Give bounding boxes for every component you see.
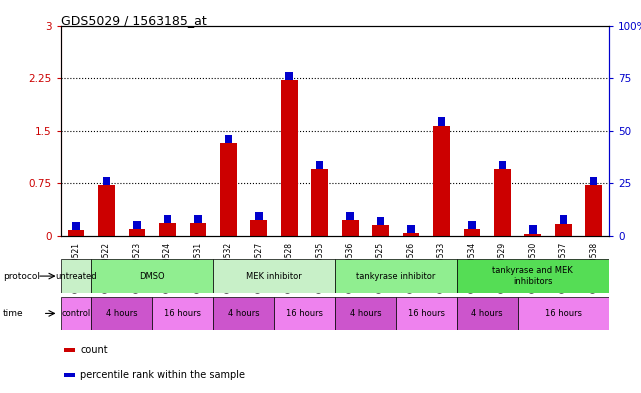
Bar xyxy=(529,225,537,234)
Text: control: control xyxy=(62,309,91,318)
Bar xyxy=(274,297,335,330)
Bar xyxy=(98,185,115,236)
Bar xyxy=(499,161,506,169)
Text: untreated: untreated xyxy=(55,272,97,281)
Bar xyxy=(68,230,85,236)
Bar xyxy=(377,217,385,225)
Bar xyxy=(555,224,572,236)
Bar xyxy=(346,212,354,220)
Bar xyxy=(213,259,335,293)
Text: protocol: protocol xyxy=(3,272,40,281)
Text: percentile rank within the sample: percentile rank within the sample xyxy=(80,370,246,380)
Bar xyxy=(103,177,110,185)
Bar xyxy=(395,297,456,330)
Bar xyxy=(255,212,263,220)
Text: 16 hours: 16 hours xyxy=(286,309,323,318)
Text: 4 hours: 4 hours xyxy=(471,309,503,318)
Text: 16 hours: 16 hours xyxy=(164,309,201,318)
Text: MEK inhibitor: MEK inhibitor xyxy=(246,272,302,281)
Bar xyxy=(133,221,141,230)
Bar xyxy=(407,224,415,233)
Bar xyxy=(456,297,518,330)
Bar xyxy=(63,348,74,352)
Text: GDS5029 / 1563185_at: GDS5029 / 1563185_at xyxy=(61,14,206,27)
Bar xyxy=(220,143,237,236)
Bar xyxy=(438,118,445,126)
Bar xyxy=(518,297,609,330)
Text: 4 hours: 4 hours xyxy=(228,309,260,318)
Bar xyxy=(524,234,541,236)
Bar xyxy=(129,230,146,236)
Bar xyxy=(72,222,80,230)
Bar xyxy=(194,215,202,223)
Text: 16 hours: 16 hours xyxy=(408,309,445,318)
Bar xyxy=(433,126,450,236)
Bar xyxy=(468,221,476,230)
Text: tankyrase and MEK
inhibitors: tankyrase and MEK inhibitors xyxy=(492,266,573,286)
Bar xyxy=(316,161,324,169)
Bar xyxy=(61,259,92,293)
Bar xyxy=(213,297,274,330)
Bar xyxy=(456,259,609,293)
Bar xyxy=(335,259,456,293)
Bar xyxy=(163,215,171,223)
Bar xyxy=(281,80,297,236)
Text: DMSO: DMSO xyxy=(140,272,165,281)
Bar xyxy=(463,230,480,236)
Bar xyxy=(494,169,511,236)
Text: 4 hours: 4 hours xyxy=(106,309,138,318)
Bar xyxy=(61,297,92,330)
Bar xyxy=(251,220,267,236)
Text: 16 hours: 16 hours xyxy=(545,309,582,318)
Text: tankyrase inhibitor: tankyrase inhibitor xyxy=(356,272,435,281)
Text: time: time xyxy=(3,309,24,318)
Bar xyxy=(585,185,602,236)
Bar xyxy=(372,225,389,236)
Bar xyxy=(63,373,74,377)
Text: count: count xyxy=(80,345,108,355)
Text: 4 hours: 4 hours xyxy=(349,309,381,318)
Bar xyxy=(342,220,358,236)
Bar xyxy=(560,215,567,224)
Bar xyxy=(159,223,176,236)
Bar xyxy=(335,297,395,330)
Bar xyxy=(312,169,328,236)
Bar xyxy=(153,297,213,330)
Bar xyxy=(590,177,597,185)
Bar xyxy=(190,223,206,236)
Bar xyxy=(403,233,419,236)
Bar xyxy=(92,297,153,330)
Bar xyxy=(224,135,232,143)
Bar xyxy=(285,72,293,80)
Bar xyxy=(92,259,213,293)
